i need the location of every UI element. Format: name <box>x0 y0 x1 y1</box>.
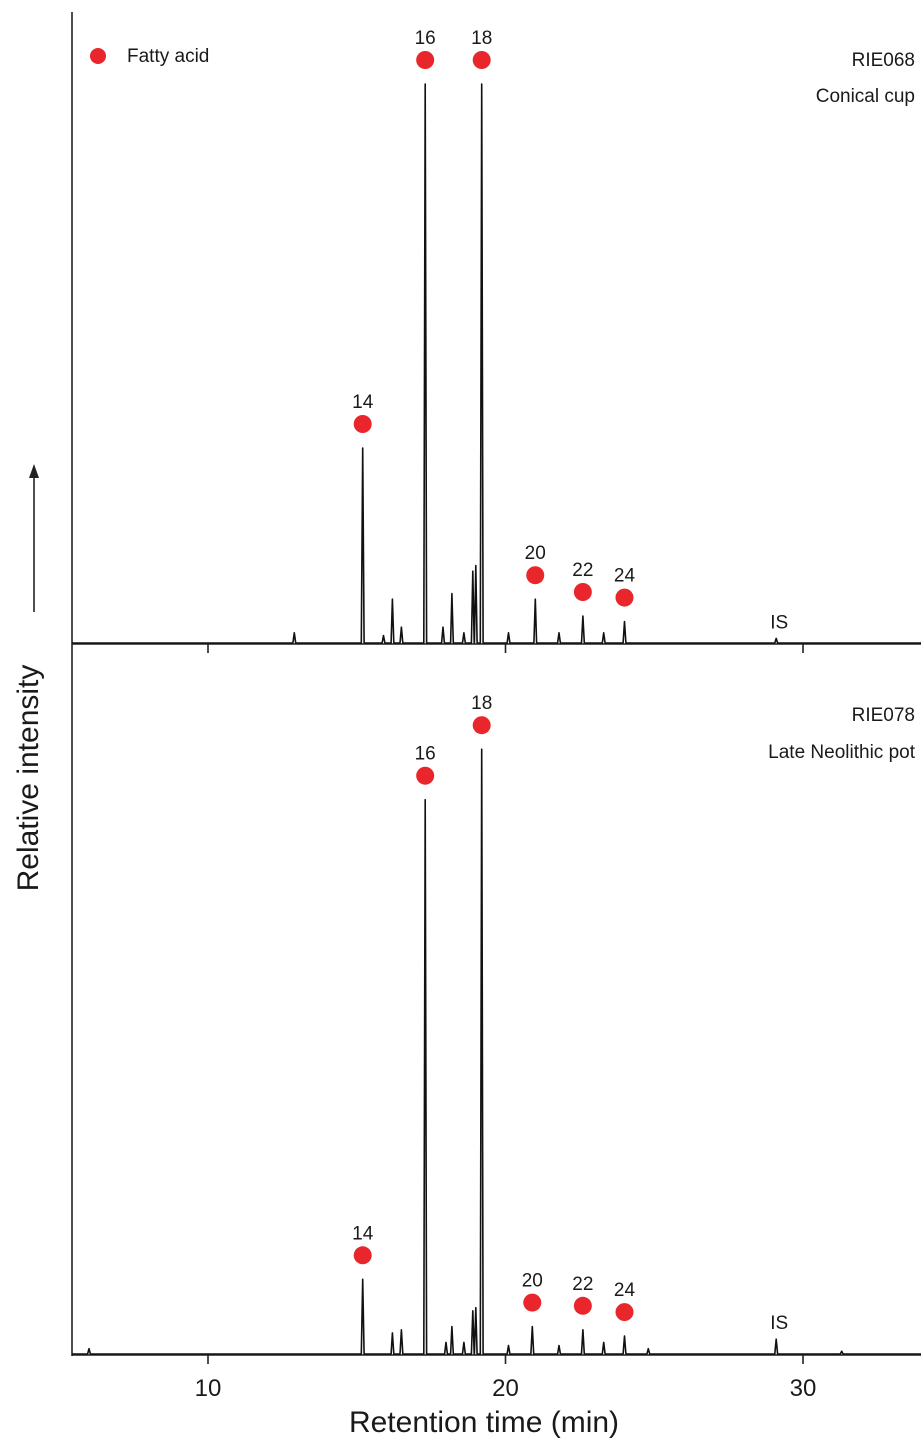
panel-2-sample-desc: Late Neolithic pot <box>768 742 916 763</box>
legend-marker <box>90 48 106 64</box>
peak-label-c20: 20 <box>525 543 546 564</box>
panel-1-sample-id: RIE068 <box>852 50 915 71</box>
fatty-acid-marker-c24 <box>615 588 634 607</box>
panel-1-sample-desc: Conical cup <box>816 86 915 107</box>
x-tick-label-10: 10 <box>195 1375 222 1402</box>
fatty-acid-marker-c14 <box>353 415 372 433</box>
panel-2-plot: 14 16 18 20 22 24 IS <box>72 693 921 1356</box>
peak-label-c24: 24 <box>614 566 636 587</box>
fatty-acid-marker-c24 <box>615 1303 634 1322</box>
peak-label-is: IS <box>770 1313 788 1334</box>
fatty-acid-marker-c16 <box>416 766 435 785</box>
panel-1-trace <box>72 83 921 644</box>
peak-label-c14: 14 <box>352 1223 374 1244</box>
fatty-acid-marker-c14 <box>353 1246 372 1265</box>
peak-label-c16: 16 <box>415 744 436 765</box>
legend-label: Fatty acid <box>127 46 209 67</box>
peak-label-c22: 22 <box>572 1274 593 1295</box>
fatty-acid-marker-c18 <box>472 51 491 69</box>
y-axis-title: Relative intensity <box>12 665 45 892</box>
peak-label-c18: 18 <box>471 28 492 49</box>
peak-label-c18: 18 <box>471 693 492 714</box>
panel-1-plot: 14 16 18 20 22 24 IS <box>72 28 921 645</box>
panel-2-trace <box>72 748 921 1355</box>
x-axis-ticks: 10 20 30 <box>195 644 817 1402</box>
x-axis-title: Retention time (min) <box>349 1406 619 1439</box>
fatty-acid-marker-c16 <box>416 51 435 69</box>
peak-label-c20: 20 <box>522 1271 543 1292</box>
panel-2-sample-id: RIE078 <box>852 705 915 726</box>
fatty-acid-marker-c22 <box>573 583 592 601</box>
y-axis-arrowhead <box>29 464 39 478</box>
peak-label-c22: 22 <box>572 560 593 581</box>
fatty-acid-marker-c20 <box>523 1293 542 1312</box>
peak-label-is: IS <box>770 612 788 633</box>
peak-label-c24: 24 <box>614 1280 636 1301</box>
fatty-acid-marker-c18 <box>472 716 491 735</box>
peak-label-c14: 14 <box>352 392 374 413</box>
fatty-acid-marker-c22 <box>573 1296 592 1315</box>
peak-label-c16: 16 <box>415 28 436 49</box>
fatty-acid-marker-c20 <box>526 566 545 585</box>
x-tick-label-20: 20 <box>492 1375 519 1402</box>
x-tick-label-30: 30 <box>790 1375 817 1402</box>
